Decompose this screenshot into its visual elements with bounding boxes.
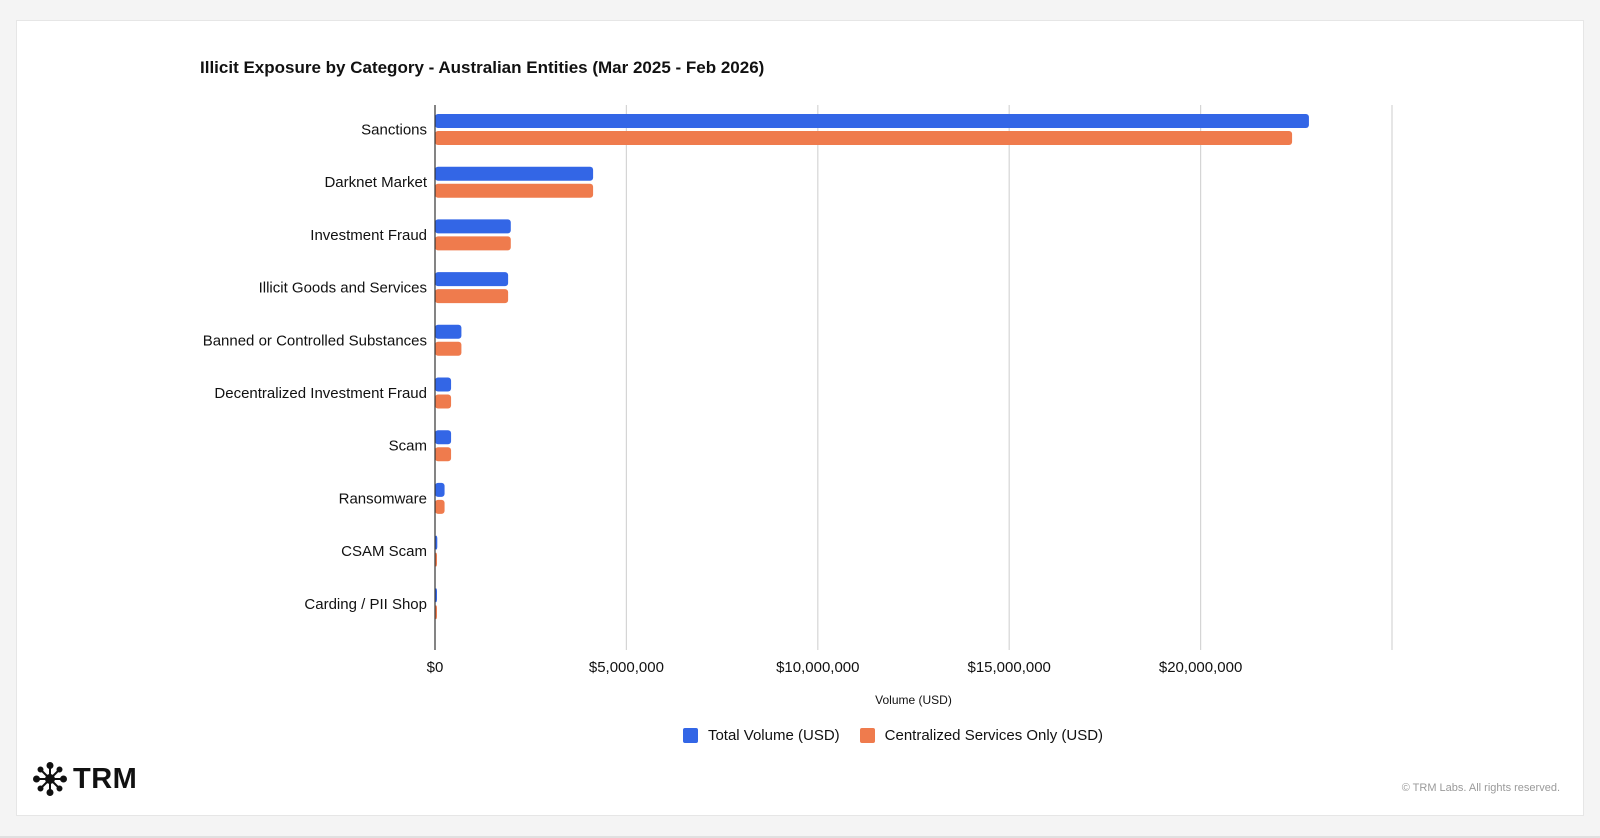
category-label-banned-or-controlled-substances: Banned or Controlled Substances bbox=[203, 332, 427, 349]
bar-banned-or-controlled-substances-centralized-services[interactable] bbox=[435, 341, 462, 356]
bar-illicit-goods-and-services-total-volume[interactable] bbox=[435, 272, 509, 287]
chart-title: Illicit Exposure by Category - Australia… bbox=[200, 58, 765, 77]
bar-decentralized-investment-fraud-total-volume[interactable] bbox=[435, 377, 452, 392]
x-tick-label: $15,000,000 bbox=[967, 659, 1050, 676]
legend-swatch-total-volume bbox=[682, 728, 698, 743]
bar-banned-or-controlled-substances-total-volume[interactable] bbox=[435, 324, 462, 339]
bar-decentralized-investment-fraud-centralized-services[interactable] bbox=[435, 394, 452, 409]
trm-logo-text: TRM bbox=[73, 762, 138, 795]
legend-item-centralized-services[interactable]: Centralized Services Only (USD) bbox=[859, 727, 1104, 744]
bar-sanctions-centralized-services[interactable] bbox=[435, 131, 1293, 145]
legend-item-total-volume[interactable]: Total Volume (USD) bbox=[682, 727, 840, 744]
category-label-sanctions: Sanctions bbox=[361, 122, 427, 139]
chart-card bbox=[16, 20, 1584, 816]
legend-label-centralized-services: Centralized Services Only (USD) bbox=[884, 727, 1104, 744]
category-label-illicit-goods-and-services: Illicit Goods and Services bbox=[259, 280, 427, 297]
category-label-csam-scam: CSAM Scam bbox=[341, 543, 427, 560]
category-labels: Sanctions Darknet Market Investment Fraud I… bbox=[203, 122, 428, 613]
legend: Total Volume (USD) Centralized Services … bbox=[0, 727, 1600, 744]
bar-ransomware-centralized-services[interactable] bbox=[435, 499, 445, 514]
gridlines bbox=[625, 105, 1393, 650]
bar-illicit-goods-and-services-centralized-services[interactable] bbox=[435, 289, 509, 304]
bar-ransomware-total-volume[interactable] bbox=[435, 482, 445, 497]
x-tick-label: $20,000,000 bbox=[1159, 659, 1242, 676]
trm-logo: TRM bbox=[33, 762, 137, 796]
category-label-investment-fraud: Investment Fraud bbox=[310, 227, 427, 244]
category-label-darknet-market: Darknet Market bbox=[324, 174, 427, 191]
trm-logo-icon bbox=[33, 762, 67, 796]
bar-darknet-market-total-volume[interactable] bbox=[435, 166, 594, 181]
category-label-ransomware: Ransomware bbox=[339, 490, 427, 507]
legend-label-total-volume: Total Volume (USD) bbox=[707, 727, 840, 744]
bar-investment-fraud-total-volume[interactable] bbox=[435, 219, 511, 234]
bars bbox=[435, 114, 1309, 620]
category-label-carding-pii-shop: Carding / PII Shop bbox=[304, 596, 427, 613]
x-tick-label: $10,000,000 bbox=[776, 659, 859, 676]
bar-investment-fraud-centralized-services[interactable] bbox=[435, 236, 511, 251]
bar-scam-centralized-services[interactable] bbox=[435, 447, 452, 462]
x-tick-label: $0 bbox=[427, 659, 444, 676]
bar-scam-total-volume[interactable] bbox=[435, 430, 452, 445]
page-divider bbox=[0, 836, 1600, 838]
x-axis-title: Volume (USD) bbox=[875, 693, 952, 707]
x-tick-label: $5,000,000 bbox=[589, 659, 664, 676]
x-tick-labels: $0 $5,000,000 $10,000,000 $15,000,000 $20,00… bbox=[427, 659, 1243, 676]
legend-swatch-centralized-services bbox=[859, 728, 875, 743]
category-label-decentralized-investment-fraud: Decentralized Investment Fraud bbox=[214, 385, 427, 402]
copyright-notice: © TRM Labs. All rights reserved. bbox=[1401, 782, 1560, 794]
bar-sanctions-total-volume[interactable] bbox=[435, 114, 1309, 128]
bar-darknet-market-centralized-services[interactable] bbox=[435, 183, 594, 198]
category-label-scam: Scam bbox=[389, 438, 427, 455]
